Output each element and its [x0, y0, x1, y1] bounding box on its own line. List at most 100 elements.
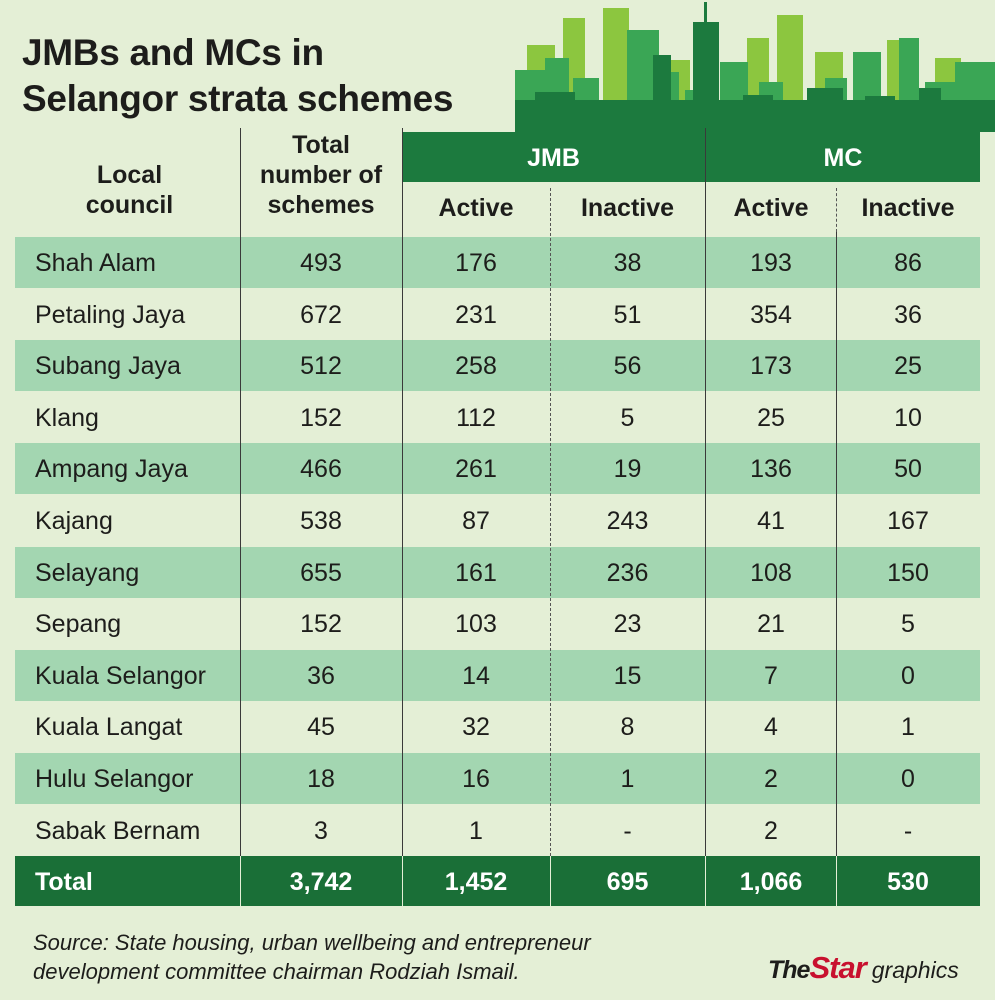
total-jmb-inactive-cell: 695 [606, 868, 649, 896]
total-label: Total [35, 868, 93, 896]
jmb-inactive-cell: 23 [613, 610, 642, 639]
mc-inactive-cell: 86 [894, 249, 922, 277]
local-council-cell: Sepang [35, 610, 122, 639]
mc-inactive-cell: 167 [887, 507, 929, 535]
jmb-inactive-cell: - [623, 816, 632, 845]
table-row: Kuala Selangor 36 14 15 7 0 [15, 649, 980, 701]
mc-active-cell: 354 [750, 300, 792, 329]
mc-active-cell: 2 [764, 765, 778, 793]
mc-active-cell: 173 [750, 352, 792, 381]
title-line-2: Selangor strata schemes [22, 78, 454, 119]
mc-inactive-cell: - [903, 816, 913, 845]
logo-star: Star [809, 950, 866, 985]
mc-inactive-cell: 5 [901, 610, 915, 639]
jmb-active-cell: 258 [455, 352, 497, 381]
jmb-inactive-cell: 5 [620, 403, 635, 432]
mc-active-cell: 4 [764, 713, 778, 742]
local-council-cell: Petaling Jaya [35, 300, 186, 329]
jmb-inactive-cell: 19 [613, 455, 642, 484]
mc-inactive-cell: 0 [901, 765, 915, 793]
mc-header: MC [823, 144, 863, 172]
total-mc-active-cell: 1,066 [739, 868, 803, 896]
total-schemes-cell: 45 [307, 713, 335, 742]
jmb-active-cell: 112 [456, 403, 496, 432]
jmb-active-cell: 231 [455, 300, 497, 329]
table-row: Sepang 152 103 23 21 5 [15, 598, 980, 649]
jmb-active-cell: 161 [455, 558, 497, 587]
column-divider [705, 128, 706, 856]
total-schemes-cell: 538 [300, 507, 342, 535]
thestar-graphics-logo: TheStar graphics [768, 950, 959, 986]
mc-inactive-cell: 25 [894, 352, 922, 381]
local-council-cell: Sabak Bernam [35, 816, 201, 845]
mc-header-bar [706, 132, 980, 182]
jmb-inactive-cell: 38 [613, 249, 642, 277]
mc-active-cell: 136 [750, 455, 792, 484]
total-schemes-cell: 655 [300, 558, 342, 587]
mc-inactive-cell: 150 [887, 558, 929, 587]
mc-inactive-cell: 10 [894, 403, 922, 432]
total-schemes-cell: 493 [300, 249, 342, 277]
local-council-cell: Shah Alam [35, 249, 156, 277]
local-council-cell: Hulu Selangor [35, 765, 194, 793]
jmb-inactive-cell: 1 [620, 765, 635, 793]
total-schemes-cell: 466 [300, 455, 342, 484]
mc-active-cell: 21 [757, 610, 785, 639]
total-total-schemes-cell: 3,742 [289, 868, 353, 896]
table-row: Kajang 538 87 243 41 167 [15, 495, 980, 546]
local-council-cell: Selayang [35, 558, 140, 587]
mc-inactive-cell: 50 [894, 455, 922, 484]
total-schemes-cell: 18 [307, 765, 335, 793]
table-row: Petaling Jaya 672 231 51 354 36 [15, 289, 980, 340]
mc-inactive-cell: 0 [901, 661, 915, 690]
total-jmb-active-cell: 1,452 [444, 868, 508, 896]
column-divider-dashed [550, 188, 551, 856]
mc-active-cell: 7 [764, 661, 778, 690]
jmb-inactive-header: Inactive [580, 194, 675, 222]
total-divider [402, 856, 403, 906]
mc-active-cell: 108 [750, 558, 792, 587]
mc-active-cell: 193 [750, 249, 792, 277]
local-council-cell: Kuala Selangor [35, 661, 206, 690]
local-council-header: Local council [85, 161, 174, 219]
jmb-active-cell: 103 [455, 610, 497, 639]
jmb-active-cell: 1 [469, 816, 483, 845]
table-row: Klang 152 112 5 25 10 [15, 392, 980, 443]
jmb-active-cell: 16 [462, 765, 490, 793]
local-council-cell: Subang Jaya [35, 352, 181, 381]
jmb-active-cell: 87 [462, 507, 490, 535]
total-row: Total 3,742 1,452 695 1,066 530 [15, 856, 980, 906]
total-schemes-cell: 3 [314, 816, 328, 845]
mc-inactive-cell: 36 [894, 300, 922, 329]
mc-inactive-header: Inactive [861, 194, 955, 222]
local-council-cell: Klang [35, 403, 99, 432]
table-row: Subang Jaya 512 258 56 173 25 [15, 340, 980, 392]
total-divider [705, 856, 706, 906]
mc-active-cell: 41 [757, 507, 785, 535]
jmb-inactive-cell: 15 [613, 661, 642, 690]
title-line-1: JMBs and MCs in [22, 32, 324, 73]
total-schemes-cell: 152 [300, 610, 342, 639]
local-council-cell: Kajang [35, 507, 113, 535]
total-divider [836, 856, 837, 906]
jmb-header: JMB [527, 144, 580, 172]
jmb-active-header: Active [438, 194, 514, 222]
table-row: Kuala Langat 45 32 8 4 1 [15, 701, 980, 752]
jmb-active-cell: 176 [455, 249, 497, 277]
total-mc-inactive-cell: 530 [887, 868, 929, 896]
column-divider [402, 128, 403, 856]
mc-active-header: Active [733, 194, 809, 222]
city-skyline-illustration [515, 2, 995, 132]
table-row: Sabak Bernam 3 1 - 2 - [15, 805, 980, 856]
jmb-inactive-cell: 8 [620, 713, 635, 742]
mc-active-cell: 25 [757, 403, 785, 432]
source-note: Source: State housing, urban wellbeing a… [33, 930, 591, 984]
column-divider [240, 128, 241, 856]
logo-graphics: graphics [871, 957, 959, 983]
total-divider [550, 856, 551, 906]
jmb-inactive-cell: 236 [606, 558, 649, 587]
total-schemes-cell: 36 [307, 661, 335, 690]
mc-inactive-cell: 1 [901, 713, 915, 742]
table-row: Shah Alam 493 176 38 193 86 [15, 237, 980, 288]
total-schemes-cell: 152 [300, 403, 342, 432]
